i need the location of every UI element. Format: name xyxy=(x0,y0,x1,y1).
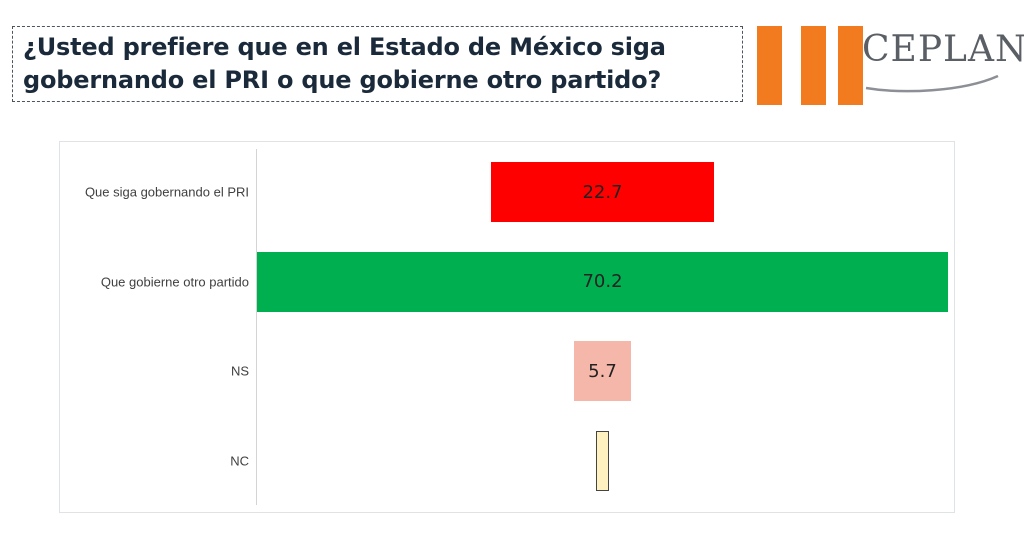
logo-bar-1 xyxy=(757,26,782,105)
category-label: NS xyxy=(230,363,249,379)
logo-bar-2 xyxy=(801,26,826,105)
chart-title-line-1: ¿Usted prefiere que en el Estado de Méxi… xyxy=(23,33,666,61)
bar: 70.2 xyxy=(257,251,948,312)
category-label: NC xyxy=(230,453,249,468)
title-box: ¿Usted prefiere que en el Estado de Méxi… xyxy=(12,26,743,102)
data-label: 22.7 xyxy=(582,181,623,203)
chart-title-line-2: gobernando el PRI o que gobierne otro pa… xyxy=(23,66,662,94)
bar: 5.7 xyxy=(574,341,631,401)
logo-bar-3 xyxy=(838,26,863,105)
bar xyxy=(595,430,610,491)
category-label: Que siga gobernando el PRI xyxy=(84,184,249,200)
logo-swoosh-icon xyxy=(865,74,999,93)
category-label: Que gobierne otro partido xyxy=(100,274,249,289)
data-label: 5.7 xyxy=(588,360,617,382)
data-label: 70.2 xyxy=(582,271,623,292)
bar: 22.7 xyxy=(490,162,715,222)
logo-text: CEPLAN xyxy=(862,29,1024,70)
category-axis-line xyxy=(256,149,257,505)
